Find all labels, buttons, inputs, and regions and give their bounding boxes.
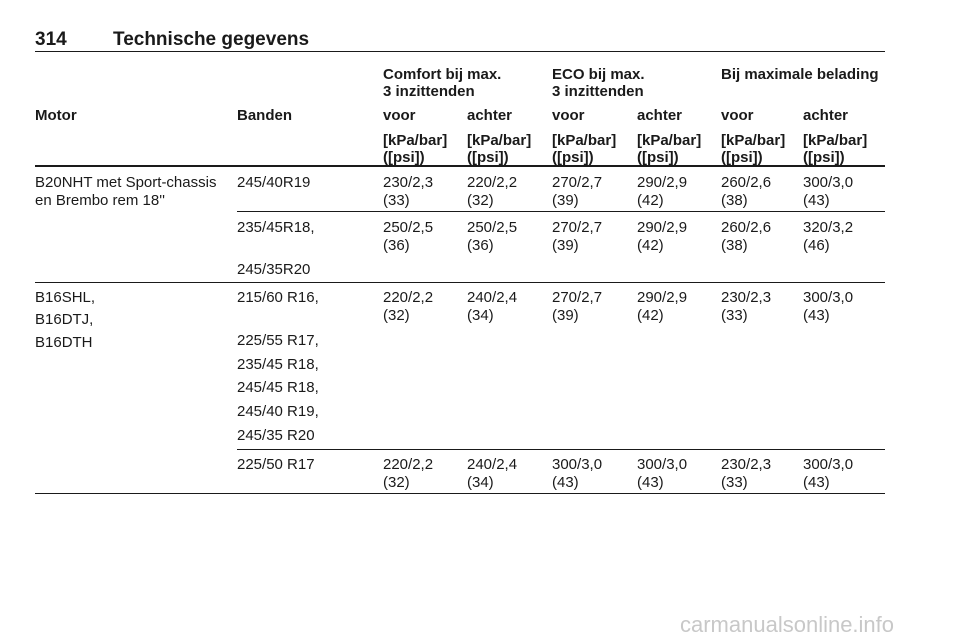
pressure-value: 240/2,4 <box>467 289 518 306</box>
pressure-value: (42) <box>637 307 664 324</box>
pressure-value: 230/2,3 <box>721 289 772 306</box>
rule <box>35 51 885 52</box>
pressure-value: (36) <box>467 237 494 254</box>
pressure-value: 250/2,5 <box>467 219 518 236</box>
pressure-value: (33) <box>383 192 410 209</box>
pressure-value: (32) <box>467 192 494 209</box>
pressure-value: (43) <box>803 474 830 491</box>
unit-header: ([psi]) <box>467 149 509 166</box>
column-header: voor <box>721 107 754 124</box>
pressure-value: (34) <box>467 474 494 491</box>
tyre-size: 245/35R20 <box>237 261 311 278</box>
pressure-value: (33) <box>721 474 748 491</box>
pressure-value: 270/2,7 <box>552 174 603 191</box>
pressure-value: (46) <box>803 237 830 254</box>
unit-header: [kPa/bar] <box>637 132 702 149</box>
pressure-value: 260/2,6 <box>721 219 772 236</box>
pressure-value: (43) <box>803 192 830 209</box>
motor: en Brembo rem 18'' <box>35 192 165 209</box>
row-rule <box>237 449 885 450</box>
pressure-value: (43) <box>552 474 579 491</box>
column-header: achter <box>467 107 513 124</box>
pressure-value: 300/3,0 <box>803 456 854 473</box>
pressure-value: 220/2,2 <box>467 174 518 191</box>
column-header: Banden <box>237 107 293 124</box>
tyre-size: 215/60 R16, <box>237 289 319 306</box>
pressure-value: 300/3,0 <box>803 289 854 306</box>
unit-header: [kPa/bar] <box>721 132 786 149</box>
pressure-value: (38) <box>721 237 748 254</box>
unit-header: [kPa/bar] <box>383 132 448 149</box>
pressure-value: (42) <box>637 237 664 254</box>
unit-header: [kPa/bar] <box>552 132 617 149</box>
pressure-value: (39) <box>552 192 579 209</box>
pressure-value: 270/2,7 <box>552 289 603 306</box>
pressure-value: 240/2,4 <box>467 456 518 473</box>
unit-header: [kPa/bar] <box>803 132 868 149</box>
rule <box>35 165 885 167</box>
column-header: achter <box>637 107 683 124</box>
pressure-value: 320/3,2 <box>803 219 854 236</box>
tyre-size: 235/45 R18, <box>237 356 319 373</box>
pressure-value: 220/2,2 <box>383 289 434 306</box>
pressure-value: (33) <box>721 307 748 324</box>
unit-header: ([psi]) <box>552 149 594 166</box>
unit-header: ([psi]) <box>803 149 845 166</box>
group-header: Comfort bij max. <box>383 66 502 83</box>
unit-header: ([psi]) <box>721 149 763 166</box>
watermark: carmanualsonline.info <box>680 612 895 637</box>
group-header: ECO bij max. <box>552 66 645 83</box>
pressure-value: (32) <box>383 474 410 491</box>
pressure-value: 270/2,7 <box>552 219 603 236</box>
column-header: Motor <box>35 107 77 124</box>
column-header: achter <box>803 107 849 124</box>
motor: B16DTH <box>35 334 93 351</box>
pressure-value: (43) <box>803 307 830 324</box>
group-header: Bij maximale belading <box>721 66 879 83</box>
tyre-size: 245/40R19 <box>237 174 311 191</box>
pressure-value: 260/2,6 <box>721 174 772 191</box>
pressure-value: 250/2,5 <box>383 219 434 236</box>
pressure-value: 300/3,0 <box>637 456 688 473</box>
tyre-size: 245/35 R20 <box>237 427 315 444</box>
pressure-value: (38) <box>721 192 748 209</box>
pressure-value: (43) <box>637 474 664 491</box>
pressure-value: 230/2,3 <box>383 174 434 191</box>
pressure-value: (39) <box>552 237 579 254</box>
tyre-size: 245/40 R19, <box>237 403 319 420</box>
column-header: voor <box>383 107 416 124</box>
pressure-value: (32) <box>383 307 410 324</box>
group-header: 3 inzittenden <box>383 83 475 100</box>
row-rule <box>35 282 885 283</box>
pressure-value: 220/2,2 <box>383 456 434 473</box>
tyre-size: 225/55 R17, <box>237 332 319 349</box>
tyre-size: 235/45R18, <box>237 219 315 236</box>
pressure-value: 300/3,0 <box>803 174 854 191</box>
pressure-value: 290/2,9 <box>637 289 688 306</box>
page-number: 314 <box>35 29 67 50</box>
pressure-value: (36) <box>383 237 410 254</box>
tyre-size: 245/45 R18, <box>237 379 319 396</box>
motor: B16SHL, <box>35 289 96 306</box>
pressure-value: 290/2,9 <box>637 219 688 236</box>
row-rule <box>237 211 885 212</box>
motor: B20NHT met Sport-chassis <box>35 174 217 191</box>
tyre-size: 225/50 R17 <box>237 456 315 473</box>
pressure-value: 290/2,9 <box>637 174 688 191</box>
motor: B16DTJ, <box>35 311 94 328</box>
pressure-value: (42) <box>637 192 664 209</box>
column-header: voor <box>552 107 585 124</box>
unit-header: [kPa/bar] <box>467 132 532 149</box>
pressure-value: 300/3,0 <box>552 456 603 473</box>
unit-header: ([psi]) <box>383 149 425 166</box>
row-rule <box>35 493 885 494</box>
unit-header: ([psi]) <box>637 149 679 166</box>
pressure-value: 230/2,3 <box>721 456 772 473</box>
group-header: 3 inzittenden <box>552 83 644 100</box>
pressure-value: (34) <box>467 307 494 324</box>
pressure-value: (39) <box>552 307 579 324</box>
page-title: Technische gegevens <box>113 29 310 50</box>
